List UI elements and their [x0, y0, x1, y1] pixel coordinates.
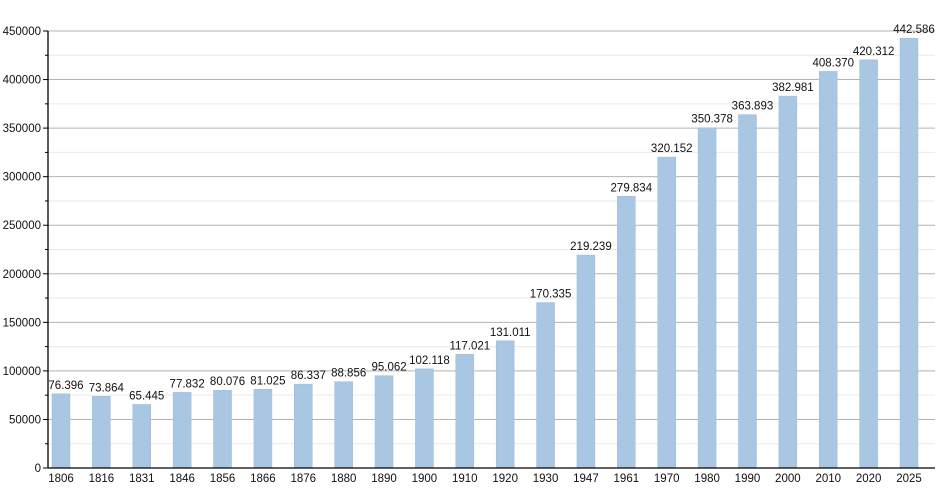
- bar: [415, 368, 434, 469]
- y-tick-label: 50000: [9, 414, 41, 426]
- bar: [536, 302, 555, 469]
- y-tick-label: 100000: [3, 366, 41, 378]
- bar-value-label: 77.832: [170, 378, 205, 390]
- bar-value-label: 320.152: [651, 143, 693, 155]
- x-tick-label: 1856: [210, 473, 236, 485]
- bar: [859, 59, 878, 469]
- y-tick-label: 350000: [3, 123, 41, 135]
- y-tick-label: 400000: [3, 75, 41, 87]
- bar: [92, 396, 111, 469]
- bar-value-label: 363.893: [732, 101, 774, 113]
- bar: [697, 127, 717, 469]
- y-tick-label: 450000: [3, 26, 41, 38]
- y-tick-label: 250000: [3, 220, 41, 232]
- x-tick-label: 1866: [250, 473, 276, 485]
- bar: [576, 254, 596, 469]
- bar: [495, 340, 515, 469]
- bar: [132, 404, 152, 469]
- bar-value-label: 442.586: [893, 24, 935, 36]
- bar: [294, 383, 313, 469]
- x-tick-label: 1846: [169, 473, 195, 485]
- bar-value-label: 73.864: [89, 382, 125, 394]
- x-tick-label: 1947: [573, 473, 599, 485]
- bar-value-label: 117.021: [449, 340, 490, 352]
- bar: [51, 393, 71, 469]
- x-tick-label: 2020: [856, 473, 882, 485]
- x-tick-label: 1961: [614, 473, 640, 485]
- x-tick-label: 2000: [775, 473, 801, 485]
- bar-value-label: 81.025: [250, 375, 285, 387]
- bar-value-label: 65.445: [129, 390, 164, 402]
- bar-value-label: 86.337: [291, 370, 326, 382]
- bar-value-label: 88.856: [331, 368, 366, 380]
- x-tick-label: 1890: [371, 473, 397, 485]
- x-tick-label: 1876: [290, 473, 316, 485]
- bar-value-label: 80.076: [210, 376, 245, 388]
- bar: [213, 389, 232, 469]
- bar-value-label: 350.378: [691, 114, 733, 126]
- bar-value-label: 76.396: [48, 380, 83, 392]
- x-tick-label: 2025: [896, 473, 922, 485]
- y-tick-label: 0: [35, 463, 41, 475]
- bar-value-label: 408.370: [812, 57, 854, 69]
- x-tick-label: 1880: [331, 473, 357, 485]
- bar: [778, 95, 798, 469]
- x-tick-label: 1980: [694, 473, 720, 485]
- bar: [455, 354, 475, 469]
- x-tick-label: 1920: [492, 473, 518, 485]
- x-tick-label: 1930: [533, 473, 559, 485]
- y-tick-label: 200000: [3, 269, 41, 281]
- bar-value-label: 382.981: [772, 82, 814, 94]
- bar-value-label: 279.834: [611, 182, 653, 194]
- x-tick-label: 1816: [89, 473, 115, 485]
- bar-value-label: 102.118: [409, 355, 450, 367]
- bar: [899, 37, 919, 469]
- x-tick-label: 1831: [129, 473, 155, 485]
- bar: [657, 156, 676, 469]
- x-tick-label: 2010: [815, 473, 841, 485]
- bar: [334, 381, 353, 469]
- bar: [374, 375, 394, 469]
- bar: [818, 71, 838, 469]
- x-tick-label: 1910: [452, 473, 478, 485]
- y-tick-label: 300000: [3, 172, 41, 184]
- bar-value-label: 131.011: [490, 327, 531, 339]
- x-tick-label: 1990: [735, 473, 761, 485]
- x-tick-label: 1806: [48, 473, 74, 485]
- bar: [172, 392, 192, 469]
- bar: [617, 196, 636, 469]
- bar-value-label: 95.062: [371, 362, 406, 374]
- bar-value-label: 170.335: [530, 289, 572, 301]
- bar: [253, 389, 273, 469]
- x-tick-label: 1900: [412, 473, 438, 485]
- x-tick-label: 1970: [654, 473, 680, 485]
- bar-value-label: 420.312: [853, 46, 895, 58]
- y-tick-label: 150000: [3, 317, 41, 329]
- bar: [738, 114, 757, 469]
- bar-value-label: 219.239: [570, 241, 612, 253]
